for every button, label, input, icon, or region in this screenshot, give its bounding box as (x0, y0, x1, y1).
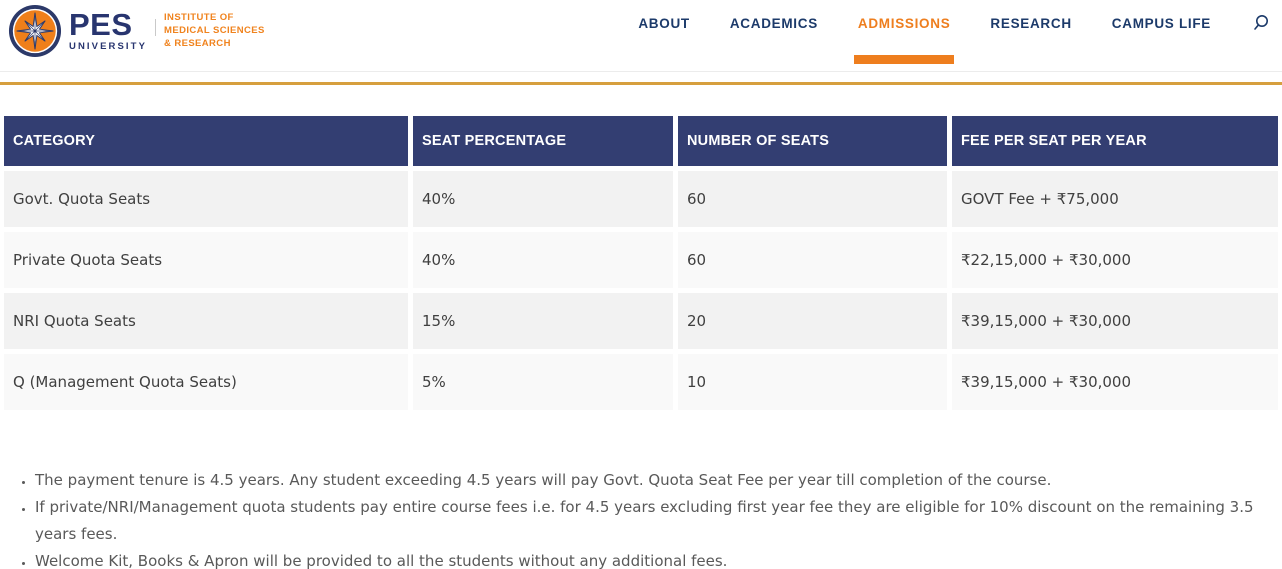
cell-fee-row3: ₹39,15,000 + ₹30,000 (952, 293, 1278, 349)
institute-name: INSTITUTE OF MEDICAL SCIENCES & RESEARCH (164, 11, 265, 50)
institute-line-3: & RESEARCH (164, 37, 231, 49)
header-cell-seat-percentage: SEAT PERCENTAGE (413, 116, 673, 166)
cell-seat-percentage-row3: 15% (413, 293, 673, 349)
nav-item-about[interactable]: ABOUT (638, 15, 690, 31)
cell-category-row1: Govt. Quota Seats (4, 171, 408, 227)
cell-fee-row4: ₹39,15,000 + ₹30,000 (952, 354, 1278, 410)
nav-item-admissions-label: ADMISSIONS (857, 15, 951, 31)
brand-name: PES (69, 7, 133, 42)
brand-divider (155, 18, 157, 36)
nav-item-admissions[interactable]: ADMISSIONS (853, 15, 955, 64)
header-cell-category: CATEGORY (4, 116, 408, 166)
cell-fee-row2: ₹22,15,000 + ₹30,000 (952, 232, 1278, 288)
cell-category-row2: Private Quota Seats (4, 232, 408, 288)
site-header: PES UNIVERSITY INSTITUTE OF MEDICAL SCIE… (0, 0, 1282, 72)
header-cell-number-of-seats: NUMBER OF SEATS (678, 116, 947, 166)
cell-number-of-seats-row1: 60 (678, 171, 947, 227)
brand-logo[interactable]: PES UNIVERSITY INSTITUTE OF MEDICAL SCIE… (8, 4, 265, 58)
main-nav: ABOUT ACADEMICS ADMISSIONS RESEARCH CAMP… (598, 14, 1270, 64)
cell-fee-row1: GOVT Fee + ₹75,000 (952, 171, 1278, 227)
nav-item-academics[interactable]: ACADEMICS (729, 15, 818, 31)
cell-seat-percentage-row4: 5% (413, 354, 673, 410)
search-icon[interactable] (1252, 14, 1270, 32)
active-tab-underline (853, 54, 955, 64)
brand-subname: UNIVERSITY (69, 41, 148, 52)
institute-line-1: INSTITUTE OF (164, 11, 234, 23)
cell-category-row4: Q (Management Quota Seats) (4, 354, 408, 410)
brand-text: PES UNIVERSITY (69, 7, 148, 52)
note-welcome-kit: Welcome Kit, Books & Apron will be provi… (35, 548, 1266, 569)
admissions-content: CATEGORY SEAT PERCENTAGE NUMBER OF SEATS… (0, 116, 1282, 569)
institute-line-2: MEDICAL SCIENCES (164, 24, 265, 36)
note-payment-tenure: The payment tenure is 4.5 years. Any stu… (35, 467, 1266, 494)
header-cell-fee: FEE PER SEAT PER YEAR (952, 116, 1278, 166)
cell-category-row3: NRI Quota Seats (4, 293, 408, 349)
cell-number-of-seats-row4: 10 (678, 354, 947, 410)
cell-seat-percentage-row2: 40% (413, 232, 673, 288)
cell-number-of-seats-row3: 20 (678, 293, 947, 349)
gold-divider-line (0, 82, 1282, 85)
note-discount: If private/NRI/Management quota students… (35, 494, 1266, 548)
pes-compass-emblem-icon (8, 4, 62, 58)
nav-item-campus-life[interactable]: CAMPUS LIFE (1111, 15, 1211, 31)
cell-seat-percentage-row1: 40% (413, 171, 673, 227)
nav-item-research[interactable]: RESEARCH (990, 15, 1072, 31)
fee-notes-list: The payment tenure is 4.5 years. Any stu… (20, 467, 1266, 569)
cell-number-of-seats-row2: 60 (678, 232, 947, 288)
fee-structure-table: CATEGORY SEAT PERCENTAGE NUMBER OF SEATS… (4, 116, 1278, 410)
